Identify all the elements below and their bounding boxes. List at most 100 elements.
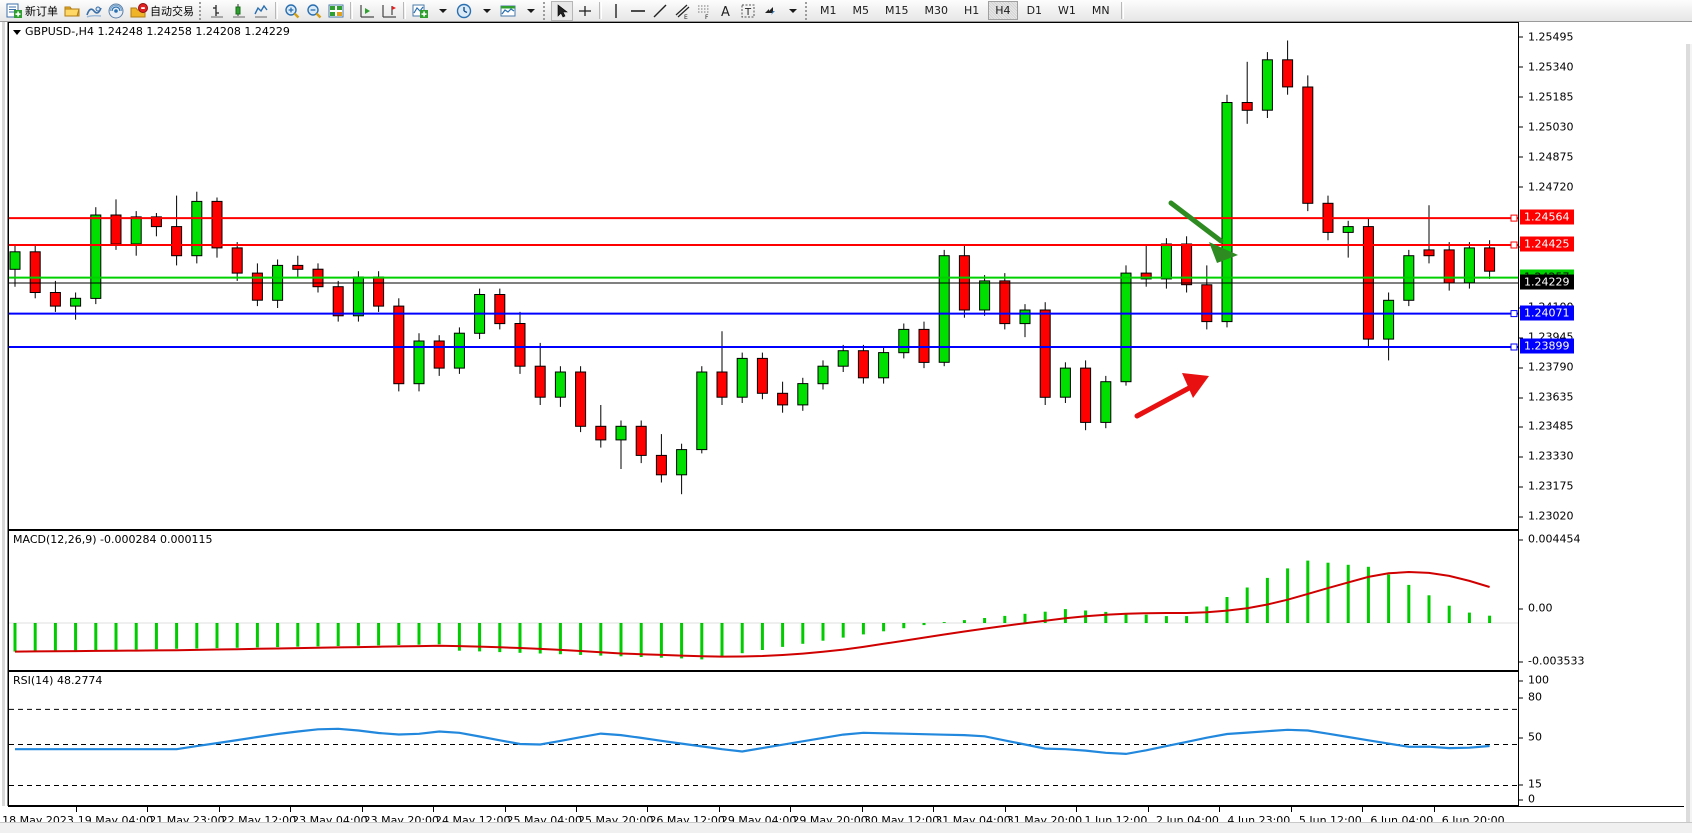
trendline-button[interactable] [650,1,670,21]
time-axis-tick [433,807,435,812]
toolbar-separator-3 [403,2,406,19]
price-axis-tick: 1.25340 [1519,60,1574,73]
chart-symbol-header: GBPUSD-,H4 1.24248 1.24258 1.24208 1.242… [13,25,290,38]
price-pane[interactable]: GBPUSD-,H4 1.24248 1.24258 1.24208 1.242… [8,22,1518,530]
rsi-axis-tick-50: 50 [1519,731,1542,744]
fibonacci-button[interactable]: F [694,1,714,21]
template-button[interactable] [498,1,518,21]
crosshair-button[interactable] [575,1,595,21]
chart-shift-button[interactable] [379,1,399,21]
macd-axis-tick-max: 0.004454 [1519,533,1581,546]
chevron-down-icon [438,8,447,13]
zoom-out-button[interactable] [304,1,324,21]
new-order-icon [6,3,22,18]
toolbar-separator-5 [1120,2,1124,19]
macd-axis-tick-min: -0.003533 [1519,655,1584,668]
tab-timeframe-m30[interactable]: M30 [924,4,949,17]
price-level-tag-support[interactable]: 1.23899 [1520,338,1574,354]
time-axis-tick [790,807,792,812]
status-bar [0,822,1692,833]
text-label-icon: T [741,4,755,18]
indicator-list-dropdown[interactable] [432,1,452,21]
price-axis[interactable]: 1.25495 1.25340 1.25185 1.25030 1.24875 1.247… [1518,22,1684,806]
cursor-button[interactable] [551,0,573,21]
price-level-tag-resistance[interactable]: 1.24425 [1520,236,1574,252]
auto-scroll-icon [360,4,374,18]
time-axis-tick [290,807,292,812]
price-axis-tick: 1.23330 [1519,450,1574,463]
chevron-down-icon [482,8,491,13]
toolbar-separator [275,2,278,19]
vertical-line-button[interactable] [606,1,626,21]
candlestick-series [9,40,1496,495]
horizontal-line-button[interactable] [628,1,648,21]
time-axis-tick [861,807,863,812]
chevron-down-icon [526,8,535,13]
tab-timeframe-w1[interactable]: W1 [1058,4,1076,17]
indicator-list-button[interactable] [410,1,430,21]
rsi-axis-tick-15: 15 [1519,778,1542,791]
price-level-tag-last-price[interactable]: 1.24229 [1520,274,1574,290]
line-chart-icon [254,4,268,17]
macd-pane[interactable]: MACD(12,26,9) -0.000284 0.000115 [8,530,1518,671]
equidistant-channel-button[interactable]: E [672,1,692,21]
chart-vertical-scrollbar[interactable] [0,22,8,806]
toolbar-grip-2[interactable] [543,1,548,20]
toolbar-grip-3[interactable] [805,1,810,20]
tab-timeframe-h1[interactable]: H1 [964,4,980,17]
candlestick-chart-button[interactable] [229,1,249,21]
time-axis-tick [1147,807,1149,812]
time-axis-tick [504,807,506,812]
arrows-dropdown[interactable] [782,1,802,21]
tile-windows-button[interactable] [326,1,346,21]
chevron-down-icon[interactable] [13,29,21,35]
autotrade-icon [130,2,148,17]
channel-icon: E [675,4,690,20]
template-dropdown[interactable] [520,1,540,21]
zoom-out-icon [307,3,322,18]
tab-timeframe-m15[interactable]: M15 [885,4,909,17]
period-dropdown[interactable] [476,1,496,21]
trendline-icon [653,4,667,17]
bar-chart-button[interactable] [207,1,227,21]
svg-text:A: A [721,5,730,20]
cursor-icon [557,3,568,17]
toolbar-grip[interactable] [199,1,204,20]
arrows-icon [765,6,775,15]
tab-timeframe-h4[interactable]: H4 [988,1,1018,20]
tab-timeframe-m1[interactable]: M1 [820,4,837,17]
new-order-button[interactable]: 新订单 [3,1,60,21]
price-level-tag-resistance[interactable]: 1.24564 [1520,209,1574,225]
folder-icon [64,6,80,16]
expert-advisors-button[interactable] [62,1,82,21]
zoom-in-icon [285,3,300,18]
arrows-button[interactable] [760,1,780,21]
svg-text:E: E [684,14,688,20]
autotrading-label: 自动交易 [150,4,194,18]
auto-scroll-button[interactable] [357,1,377,21]
text-label-button[interactable]: T [738,1,758,21]
rsi-axis-tick-0: 0 [1519,793,1535,806]
zoom-in-button[interactable] [282,1,302,21]
macd-axis-tick-zero: 0.00 [1519,602,1553,615]
period-button[interactable] [454,1,474,21]
rsi-pane[interactable]: RSI(14) 48.2774 [8,671,1518,806]
time-axis-tick [647,807,649,812]
add-indicator-icon [412,4,428,18]
tab-timeframe-m5[interactable]: M5 [852,4,870,17]
price-level-tag-support[interactable]: 1.24071 [1520,305,1574,321]
time-axis-tick [1076,807,1078,812]
signals-button[interactable] [106,1,126,21]
line-chart-button[interactable] [251,1,271,21]
fibonacci-icon: F [698,5,709,20]
grid-icon [328,4,344,17]
autotrading-button[interactable]: 自动交易 [128,1,196,21]
indicators-button[interactable] [84,1,104,21]
price-axis-tick: 1.23020 [1519,510,1574,523]
time-axis-tick [1004,807,1006,812]
window-right-scrollbar[interactable] [1684,44,1692,833]
tab-timeframe-mn[interactable]: MN [1091,4,1110,17]
macd-label: MACD(12,26,9) -0.000284 0.000115 [13,533,213,546]
tab-timeframe-d1[interactable]: D1 [1026,4,1043,17]
text-button[interactable]: A [716,1,736,21]
